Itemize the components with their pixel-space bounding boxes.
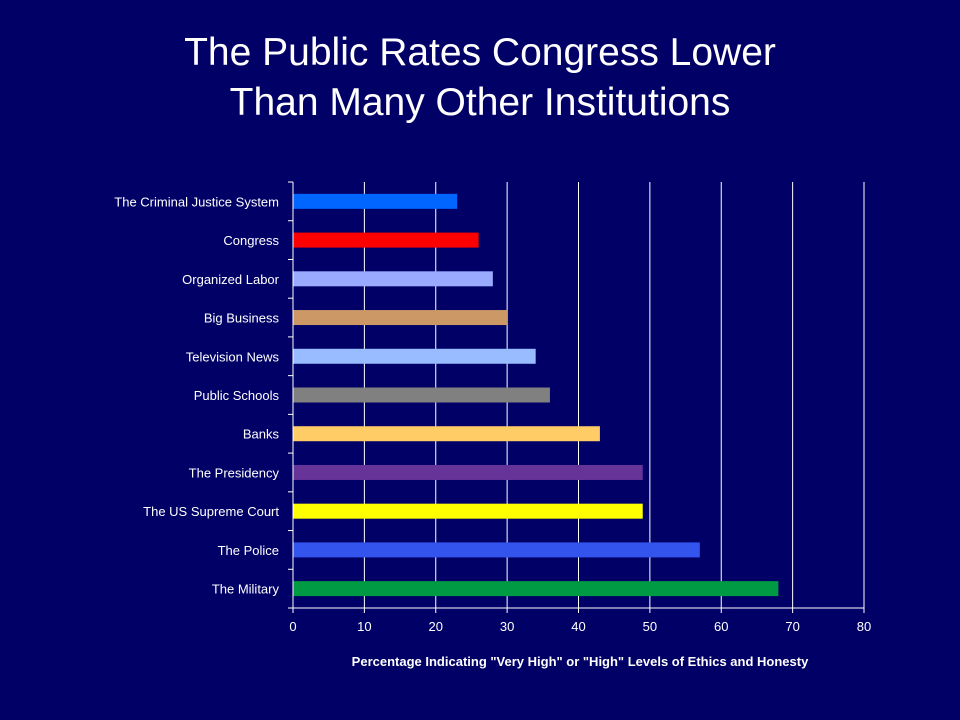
bar-congress — [293, 232, 479, 248]
bar-banks — [293, 426, 600, 442]
bar-organized-labor — [293, 271, 493, 287]
x-tick-label: 80 — [857, 619, 871, 634]
category-label: Big Business — [204, 311, 280, 326]
x-tick-label: 70 — [785, 619, 799, 634]
category-label: The Police — [218, 543, 279, 558]
bar-the-presidency — [293, 464, 643, 480]
category-label: Organized Labor — [182, 272, 280, 287]
bar-public-schools — [293, 387, 550, 403]
x-tick-label: 30 — [500, 619, 514, 634]
x-tick-label: 60 — [714, 619, 728, 634]
bar-the-military — [293, 581, 779, 597]
category-label: Public Schools — [194, 388, 280, 403]
category-label: The Military — [212, 582, 280, 597]
bar-television-news — [293, 348, 536, 364]
bar-the-us-supreme-court — [293, 503, 643, 519]
bar-the-criminal-justice-system — [293, 193, 458, 209]
x-tick-label: 10 — [357, 619, 371, 634]
category-label: The Criminal Justice System — [114, 194, 279, 209]
chart-title-line-1: The Public Rates Congress Lower — [184, 31, 776, 74]
x-tick-label: 20 — [429, 619, 443, 634]
category-label: Congress — [223, 233, 279, 248]
category-label: The Presidency — [189, 465, 280, 480]
bar-the-police — [293, 542, 700, 558]
category-label: The US Supreme Court — [143, 504, 279, 519]
x-tick-label: 40 — [571, 619, 585, 634]
chart-title-line-2: Than Many Other Institutions — [229, 81, 731, 124]
category-label: Banks — [243, 427, 280, 442]
bar-big-business — [293, 310, 508, 326]
x-axis-label: Percentage Indicating "Very High" or "Hi… — [351, 654, 809, 669]
x-tick-label: 0 — [289, 619, 296, 634]
chart-title: The Public Rates Congress Lower Than Man… — [0, 28, 960, 128]
category-label: Television News — [186, 349, 280, 364]
x-tick-label: 50 — [643, 619, 657, 634]
